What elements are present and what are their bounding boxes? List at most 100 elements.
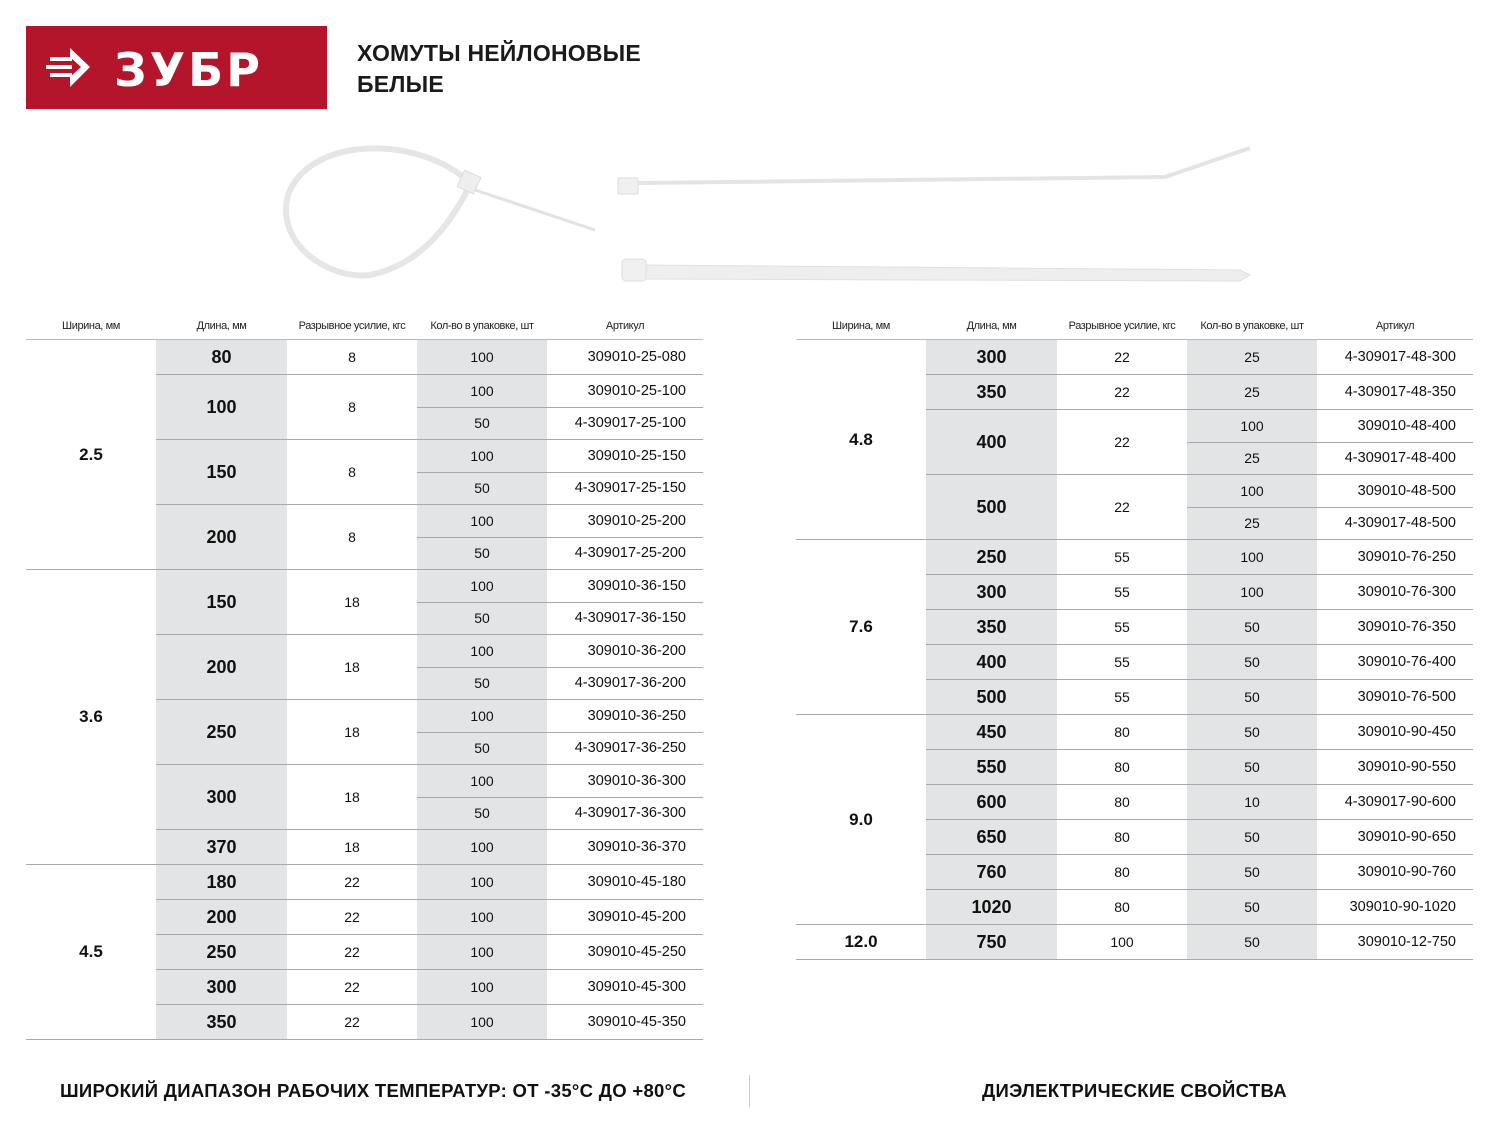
table-row: 350 22 25 4-309017-48-350 [796, 374, 1473, 410]
qty-cell: 25 [1187, 442, 1317, 475]
force-cell: 18 [287, 634, 417, 700]
table-row: 50 4-309017-36-300 [26, 797, 703, 830]
header-force: Разрывное усилие, кгс [1057, 312, 1187, 340]
length-cell: 200 [156, 504, 287, 570]
table-row: 25 4-309017-48-400 [796, 442, 1473, 475]
article-cell: 309010-48-400 [1317, 409, 1473, 443]
article-cell: 309010-45-350 [547, 1004, 703, 1040]
table-row: 25 4-309017-48-500 [796, 507, 1473, 540]
force-cell: 55 [1057, 679, 1187, 715]
table-row: 350 22 100 309010-45-350 [26, 1004, 703, 1040]
width-cell: 9.0 [796, 714, 926, 925]
length-cell: 200 [156, 899, 287, 935]
header-length: Длина, мм [926, 312, 1057, 340]
table-row: 3.6 150 18 100 309010-36-150 [26, 569, 703, 865]
table-row: 50 4-309017-25-100 [26, 407, 703, 440]
qty-cell: 50 [1187, 854, 1317, 890]
left-spec-table: Ширина, мм Длина, мм Разрывное усилие, кгс… [26, 312, 703, 1040]
article-cell: 309010-45-200 [547, 899, 703, 935]
qty-cell: 50 [1187, 924, 1317, 960]
right-spec-table: Ширина, мм Длина, мм Разрывное усилие, кгс… [796, 312, 1473, 960]
article-cell: 309010-25-100 [547, 374, 703, 408]
title-line-1: ХОМУТЫ НЕЙЛОНОВЫЕ [357, 40, 641, 66]
length-cell: 80 [156, 339, 287, 375]
table-row: 500 22 100 309010-48-500 [796, 474, 1473, 540]
force-cell: 22 [1057, 409, 1187, 475]
qty-cell: 100 [1187, 574, 1317, 610]
force-cell: 22 [287, 864, 417, 900]
length-cell: 350 [926, 374, 1057, 410]
force-cell: 22 [1057, 474, 1187, 540]
table-row: 150 8 100 309010-25-150 [26, 439, 703, 505]
table-row: 550 80 50 309010-90-550 [796, 749, 1473, 785]
width-cell: 12.0 [796, 924, 926, 960]
article-cell: 4-309017-36-250 [547, 732, 703, 765]
length-cell: 150 [156, 439, 287, 505]
footer-divider [749, 1075, 750, 1107]
table-row: 100 8 100 309010-25-100 [26, 374, 703, 440]
width-cell: 7.6 [796, 539, 926, 715]
qty-cell: 50 [1187, 749, 1317, 785]
qty-cell: 50 [417, 407, 547, 440]
force-cell: 22 [287, 934, 417, 970]
header-width: Ширина, мм [26, 312, 156, 340]
table-row: 250 22 100 309010-45-250 [26, 934, 703, 970]
header-force: Разрывное усилие, кгс [287, 312, 417, 340]
length-cell: 450 [926, 714, 1057, 750]
qty-cell: 100 [417, 829, 547, 865]
table-row: 760 80 50 309010-90-760 [796, 854, 1473, 890]
article-cell: 4-309017-36-150 [547, 602, 703, 635]
qty-cell: 100 [417, 699, 547, 733]
qty-cell: 50 [417, 797, 547, 830]
article-cell: 309010-48-500 [1317, 474, 1473, 508]
width-cell: 2.5 [26, 339, 156, 570]
force-cell: 18 [287, 699, 417, 765]
article-cell: 4-309017-48-400 [1317, 442, 1473, 475]
table-row: 600 80 10 4-309017-90-600 [796, 784, 1473, 820]
width-cell: 4.8 [796, 339, 926, 540]
force-cell: 80 [1057, 889, 1187, 925]
force-cell: 18 [287, 569, 417, 635]
article-cell: 309010-36-150 [547, 569, 703, 603]
article-cell: 4-309017-48-500 [1317, 507, 1473, 540]
width-cell: 3.6 [26, 569, 156, 865]
header-article: Артикул [1317, 312, 1473, 340]
cable-ties-image [283, 145, 1252, 282]
article-cell: 309010-90-1020 [1317, 889, 1473, 925]
article-cell: 309010-76-500 [1317, 679, 1473, 715]
qty-cell: 10 [1187, 784, 1317, 820]
article-cell: 309010-25-150 [547, 439, 703, 473]
table-row: 200 8 100 309010-25-200 [26, 504, 703, 570]
length-cell: 150 [156, 569, 287, 635]
table-row: 350 55 50 309010-76-350 [796, 609, 1473, 645]
qty-cell: 50 [1187, 819, 1317, 855]
force-cell: 80 [1057, 819, 1187, 855]
article-cell: 309010-76-350 [1317, 609, 1473, 645]
force-cell: 8 [287, 374, 417, 440]
length-cell: 250 [156, 699, 287, 765]
length-cell: 250 [156, 934, 287, 970]
header-qty: Кол-во в упаковке, шт [417, 312, 547, 340]
table-row: 300 55 100 309010-76-300 [796, 574, 1473, 610]
force-cell: 22 [1057, 374, 1187, 410]
qty-cell: 100 [417, 969, 547, 1005]
article-cell: 309010-45-250 [547, 934, 703, 970]
table-row: 400 55 50 309010-76-400 [796, 644, 1473, 680]
force-cell: 8 [287, 339, 417, 375]
qty-cell: 25 [1187, 507, 1317, 540]
length-cell: 180 [156, 864, 287, 900]
qty-cell: 50 [1187, 679, 1317, 715]
qty-cell: 100 [417, 569, 547, 603]
article-cell: 309010-90-450 [1317, 714, 1473, 750]
qty-cell: 100 [417, 439, 547, 473]
table-row: 250 18 100 309010-36-250 [26, 699, 703, 765]
header-row: Ширина, мм Длина, мм Разрывное усилие, кгс… [26, 312, 703, 340]
table-row: 50 4-309017-36-200 [26, 667, 703, 700]
length-cell: 370 [156, 829, 287, 865]
qty-cell: 100 [417, 504, 547, 538]
header-width: Ширина, мм [796, 312, 926, 340]
qty-cell: 100 [417, 1004, 547, 1040]
article-cell: 309010-45-300 [547, 969, 703, 1005]
length-cell: 250 [926, 539, 1057, 575]
table-row: 50 4-309017-25-150 [26, 472, 703, 505]
